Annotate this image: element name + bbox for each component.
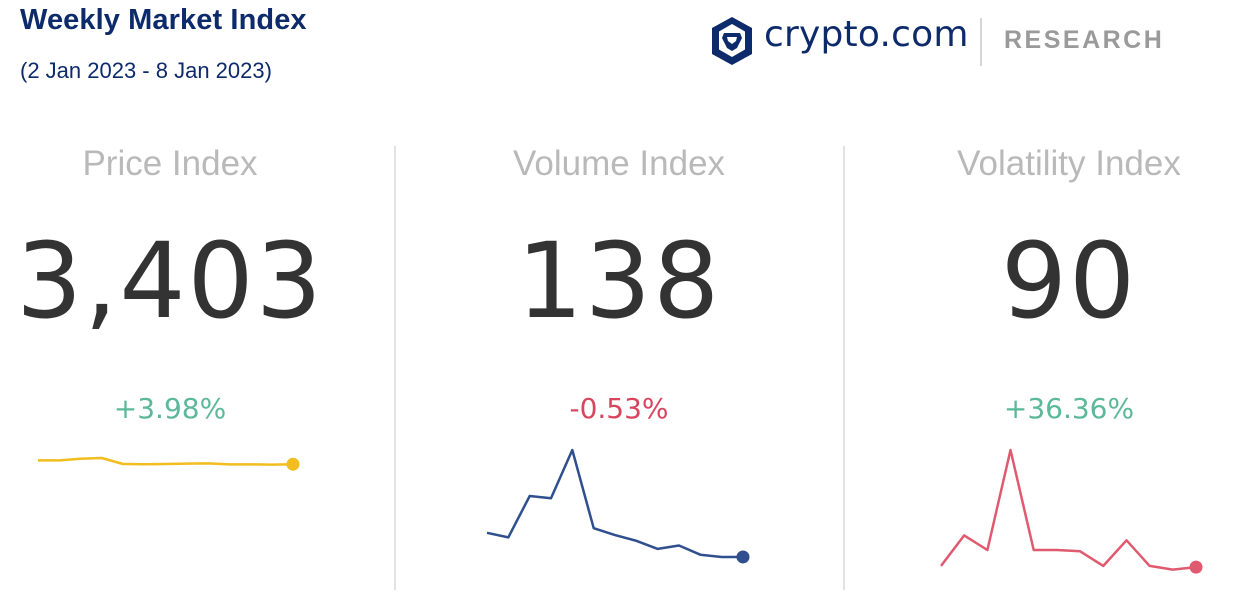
last-point-marker [1189, 560, 1203, 574]
sparkline-chart [940, 448, 1203, 574]
series-line [38, 456, 294, 466]
last-point-marker [286, 457, 300, 471]
series-line [940, 448, 1197, 571]
brand-tag: RESEARCH [1004, 26, 1165, 54]
sparkline-chart [486, 448, 750, 564]
page-title: Weekly Market Index [20, 4, 307, 36]
panel-heading: Price Index [82, 144, 258, 183]
index-value: 90 [1000, 220, 1138, 342]
panel-heading: Volatility Index [957, 144, 1181, 183]
series-line [486, 448, 743, 559]
crypto-com-lion-shield-icon [712, 17, 752, 65]
index-value: 3,403 [16, 220, 324, 342]
date-range-subtitle: (2 Jan 2023 - 8 Jan 2023) [20, 58, 272, 83]
volatility-index-panel: Volatility Index 90 +36.36% [869, 140, 1234, 600]
index-value: 138 [516, 220, 722, 342]
panel-divider [843, 146, 845, 590]
brand-name: crypto.com [764, 14, 969, 55]
price-index-panel: Price Index 3,403 +3.98% [0, 140, 370, 600]
panel-heading: Volume Index [512, 144, 726, 183]
panel-divider [394, 146, 396, 590]
sparkline-chart [38, 456, 300, 471]
change-percent: +3.98% [113, 392, 227, 425]
change-percent: -0.53% [569, 392, 669, 425]
brand-logo-block[interactable]: crypto.com RESEARCH [710, 14, 1190, 70]
last-point-marker [736, 550, 750, 564]
volume-index-panel: Volume Index 138 -0.53% [419, 140, 819, 600]
brand-separator [980, 18, 982, 66]
change-percent: +36.36% [1003, 392, 1135, 425]
